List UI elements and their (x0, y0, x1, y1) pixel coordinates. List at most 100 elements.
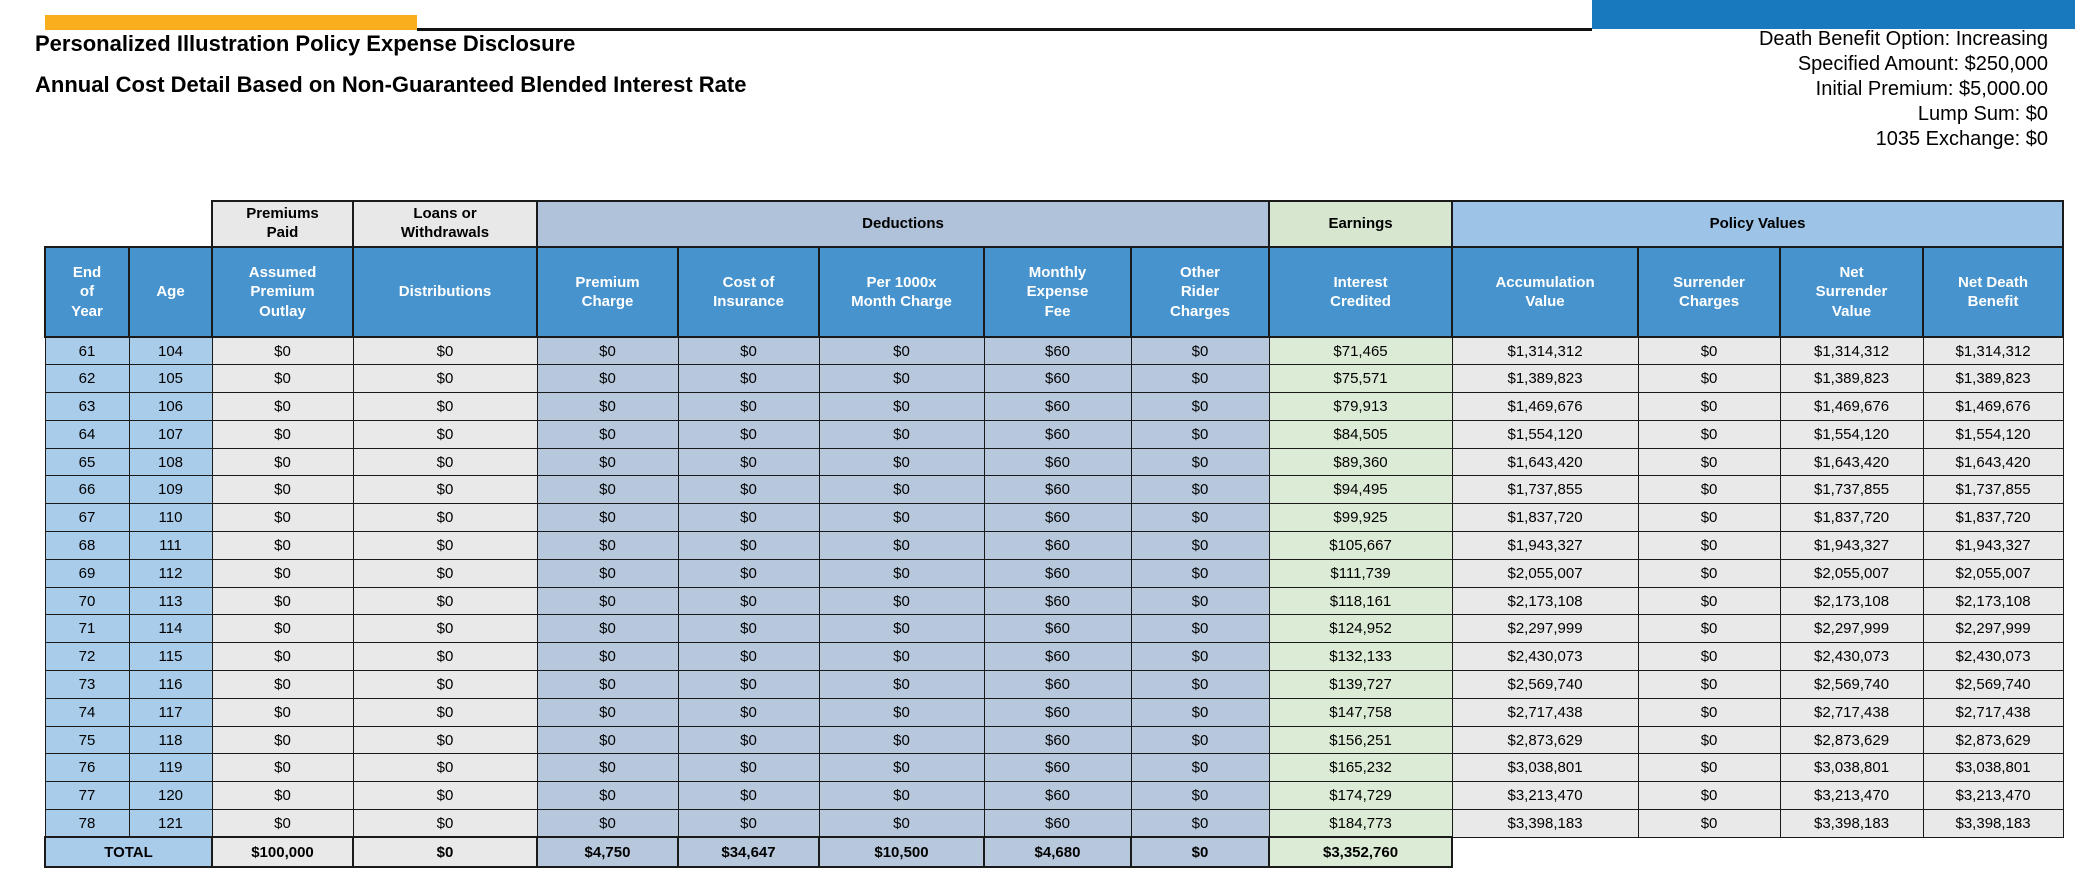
table-cell: $60 (983, 642, 1132, 672)
table-cell: $0 (818, 725, 985, 755)
table-cell: $1,314,312 (1779, 336, 1924, 366)
table-cell: $1,943,327 (1779, 531, 1924, 560)
table-cell: $0 (818, 336, 985, 366)
table-cell: $0 (352, 447, 538, 477)
table-cell: $1,469,676 (1451, 392, 1639, 421)
table-cell: $0 (818, 531, 985, 560)
table-cell: $1,737,855 (1779, 475, 1924, 505)
table-cell: $105,667 (1268, 531, 1453, 560)
table-cell: $0 (1637, 670, 1781, 699)
table-cell: $0 (677, 725, 820, 755)
table-cell: 74 (44, 697, 130, 727)
table-cell: 120 (128, 781, 213, 811)
table-cell: 61 (44, 336, 130, 366)
table-cell: 77 (44, 781, 130, 811)
table-cell: $0 (211, 503, 354, 533)
table-cell: $3,038,801 (1451, 753, 1639, 783)
column-header-cell: Other Rider Charges (1129, 246, 1271, 338)
table-cell: $1,943,327 (1922, 531, 2064, 560)
table-cell: $60 (983, 753, 1132, 783)
table-cell: $0 (536, 614, 679, 644)
table-cell: 107 (128, 419, 213, 449)
table-cell: $0 (211, 614, 354, 644)
table-cell: $84,505 (1268, 419, 1453, 449)
table-cell: $2,569,740 (1779, 670, 1924, 699)
table-cell: $0 (352, 531, 538, 560)
table-row: 78 121 $0 $0 $0 $0 $0 $60 $0 $184,773 $3,398,183 $0… (44, 809, 2064, 838)
table-body: 61 104 $0 $0 $0 $0 $0 $60 $0 $71,465 $1,314,312 $0 $… (44, 336, 2064, 869)
table-cell: $0 (1637, 392, 1781, 421)
table-cell: $0 (1130, 531, 1270, 560)
table-cell: $132,133 (1268, 642, 1453, 672)
table-cell: 116 (128, 670, 213, 699)
table-row: 67 110 $0 $0 $0 $0 $0 $60 $0 $99,925 $1,837,720 $0 $… (44, 503, 2064, 533)
table-row: 64 107 $0 $0 $0 $0 $0 $60 $0 $84,505 $1,554,120 $0 $… (44, 419, 2064, 449)
table-cell: $0 (536, 753, 679, 783)
table-cell: $0 (1637, 725, 1781, 755)
table-cell: 112 (128, 558, 213, 588)
table-cell: $1,389,823 (1451, 364, 1639, 394)
table-cell: $60 (983, 503, 1132, 533)
table-cell: $3,398,183 (1779, 809, 1924, 838)
table-row: 61 104 $0 $0 $0 $0 $0 $60 $0 $71,465 $1,314,312 $0 $… (44, 336, 2064, 366)
table-cell: $0 (211, 531, 354, 560)
policy-info-lump-sum: Lump Sum: $0 (1917, 103, 2048, 125)
column-header-row: End of Year Age Assumed Premium Outlay Dist… (44, 246, 2065, 338)
table-row: 71 114 $0 $0 $0 $0 $0 $60 $0 $124,952 $2,297,999 $0… (44, 614, 2064, 644)
table-cell: $3,038,801 (1779, 753, 1924, 783)
table-cell: $0 (1637, 364, 1781, 394)
table-cell: $0 (536, 697, 679, 727)
table-cell: $0 (818, 781, 985, 811)
table-cell: $1,554,120 (1922, 419, 2064, 449)
table-cell: 75 (44, 725, 130, 755)
table-row: 62 105 $0 $0 $0 $0 $0 $60 $0 $75,571 $1,389,823 $0 $… (44, 364, 2064, 394)
table-cell: $0 (211, 364, 354, 394)
group-header-cell: Policy Values (1451, 200, 2065, 248)
table-cell: $111,739 (1268, 558, 1453, 588)
table-cell: 105 (128, 364, 213, 394)
table-cell: $0 (352, 614, 538, 644)
table-cell: $0 (1130, 642, 1270, 672)
table-cell: $0 (818, 670, 985, 699)
table-row: 63 106 $0 $0 $0 $0 $0 $60 $0 $79,913 $1,469,676 $0 $… (44, 392, 2064, 421)
table-cell: $2,717,438 (1451, 697, 1639, 727)
table-cell: $0 (818, 614, 985, 644)
table-cell: $3,213,470 (1779, 781, 1924, 811)
table-cell: $165,232 (1268, 753, 1453, 783)
table-cell: $0 (677, 503, 820, 533)
table-row: 75 118 $0 $0 $0 $0 $0 $60 $0 $156,251 $2,873,629 $0… (44, 725, 2064, 755)
table-cell: 110 (128, 503, 213, 533)
table-row: 68 111 $0 $0 $0 $0 $0 $60 $0 $105,667 $1,943,327 $0… (44, 531, 2064, 560)
table-cell: $1,314,312 (1451, 336, 1639, 366)
table-cell: $0 (1637, 475, 1781, 505)
group-header-cell: Premiums Paid (211, 200, 354, 248)
table-cell: $0 (536, 336, 679, 366)
table-cell: $60 (983, 531, 1132, 560)
table-cell: $0 (818, 503, 985, 533)
table-cell: $1,643,420 (1922, 447, 2064, 477)
table-cell: $0 (211, 475, 354, 505)
table-cell: $0 (818, 447, 985, 477)
table-cell: $0 (1130, 475, 1270, 505)
table-cell: $1,643,420 (1451, 447, 1639, 477)
column-header-cell: Net Surrender Value (1779, 246, 1925, 338)
table-cell: $60 (983, 475, 1132, 505)
table-cell: $0 (677, 531, 820, 560)
total-cell: $34,647 (677, 836, 820, 869)
table-row: 76 119 $0 $0 $0 $0 $0 $60 $0 $165,232 $3,038,801 $0… (44, 753, 2064, 783)
table-cell: $0 (1130, 670, 1270, 699)
column-header-cell: Premium Charge (536, 246, 679, 338)
table-cell: $118,161 (1268, 586, 1453, 616)
table-cell: $1,554,120 (1451, 419, 1639, 449)
column-header-cell: Surrender Charges (1637, 246, 1782, 338)
table-cell: $0 (1130, 753, 1270, 783)
table-cell: $139,727 (1268, 670, 1453, 699)
table-row: 73 116 $0 $0 $0 $0 $0 $60 $0 $139,727 $2,569,740 $0… (44, 670, 2064, 699)
table-cell: $0 (352, 364, 538, 394)
table-cell: $60 (983, 419, 1132, 449)
table-cell: $2,297,999 (1451, 614, 1639, 644)
table-cell: 62 (44, 364, 130, 394)
column-header-cell: Cost of Insurance (677, 246, 820, 338)
table-cell: $0 (1637, 503, 1781, 533)
table-cell: $1,837,720 (1922, 503, 2064, 533)
